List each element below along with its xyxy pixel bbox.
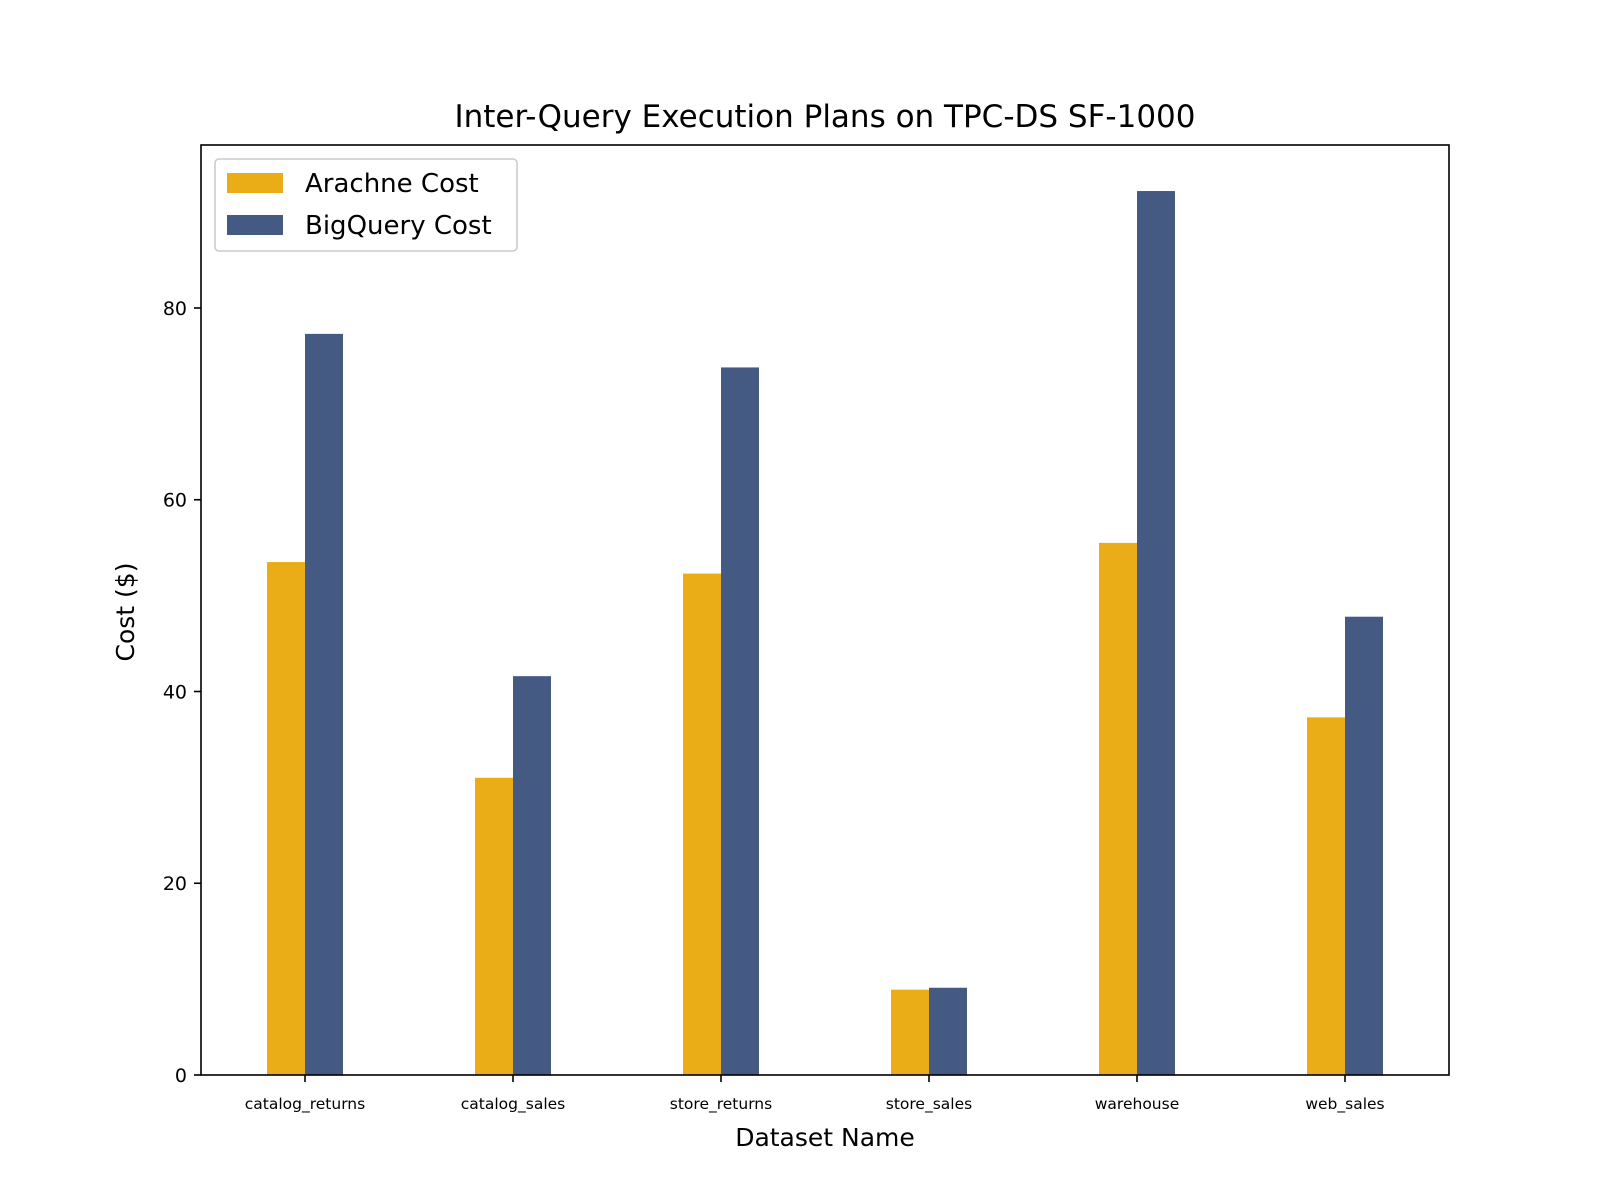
y-tick-label: 40: [163, 681, 187, 703]
x-tick-label-catalog-sales: catalog_sales: [461, 1095, 565, 1114]
x-tick-label-web-sales: web_sales: [1305, 1095, 1384, 1114]
x-tick-label-store-returns: store_returns: [670, 1095, 772, 1114]
x-axis-ticks: catalog_returns catalog_sales store_return…: [245, 1075, 1385, 1114]
bar-arachne-warehouse: [1099, 542, 1137, 1075]
bar-arachne-store-sales: [891, 989, 929, 1075]
y-tick-label: 20: [163, 873, 187, 895]
bars-group: [267, 191, 1383, 1075]
legend-swatch-bigquery: [227, 215, 283, 235]
y-tick-label: 0: [175, 1065, 187, 1087]
legend-label-arachne: Arachne Cost: [305, 169, 479, 199]
bar-arachne-catalog-returns: [267, 562, 305, 1075]
bar-bigquery-warehouse: [1137, 191, 1175, 1075]
bar-arachne-web-sales: [1307, 717, 1345, 1075]
bar-bigquery-web-sales: [1345, 616, 1383, 1075]
legend-swatch-arachne: [227, 173, 283, 193]
chart-title: Inter-Query Execution Plans on TPC-DS SF…: [454, 99, 1195, 135]
bar-arachne-catalog-sales: [475, 777, 513, 1075]
plot-area-frame: [200, 144, 1450, 1076]
x-tick-label-store-sales: store_sales: [886, 1095, 972, 1114]
x-axis-label: Dataset Name: [735, 1123, 915, 1152]
bar-bigquery-catalog-returns: [305, 333, 343, 1075]
y-axis-ticks: 0 20 40 60 80: [163, 298, 201, 1087]
legend-frame: [214, 158, 518, 252]
x-tick-label-warehouse: warehouse: [1095, 1095, 1180, 1113]
legend: Arachne Cost BigQuery Cost: [214, 158, 518, 252]
bar-arachne-store-returns: [683, 573, 721, 1075]
legend-label-bigquery: BigQuery Cost: [305, 211, 492, 241]
y-tick-label: 80: [163, 298, 187, 320]
y-axis-label: Cost ($): [111, 563, 140, 662]
bar-bigquery-store-sales: [929, 987, 967, 1075]
y-tick-label: 60: [163, 490, 187, 512]
bar-bigquery-store-returns: [721, 367, 759, 1075]
x-tick-label-catalog-returns: catalog_returns: [245, 1095, 365, 1114]
bar-bigquery-catalog-sales: [513, 676, 551, 1075]
